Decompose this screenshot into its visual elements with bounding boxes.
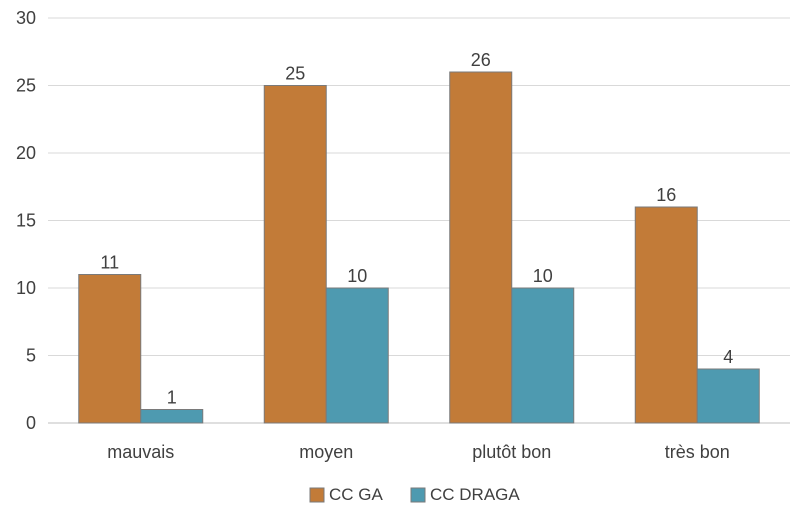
- bar-cc-draga-3: [696, 368, 760, 424]
- data-label: 25: [285, 64, 305, 84]
- bars: [78, 71, 760, 424]
- y-axis-ticks: 0 5 10 15 20 25 30: [16, 8, 36, 433]
- legend-label: CC DRAGA: [430, 485, 520, 504]
- bar-cc-draga-1: [325, 287, 389, 424]
- y-tick-label: 0: [26, 413, 36, 433]
- y-tick-label: 5: [26, 346, 36, 366]
- category-label: moyen: [299, 442, 353, 462]
- data-label: 10: [533, 266, 553, 286]
- y-tick-label: 10: [16, 278, 36, 298]
- y-tick-label: 20: [16, 143, 36, 163]
- data-label: 26: [471, 50, 491, 70]
- y-tick-label: 25: [16, 76, 36, 96]
- legend-label: CC GA: [329, 485, 384, 504]
- bar-cc-ga-1: [263, 85, 327, 424]
- bar-cc-draga-0: [140, 409, 204, 424]
- bar-cc-ga-2: [449, 71, 513, 424]
- data-label: 1: [167, 388, 177, 408]
- data-label: 10: [347, 266, 367, 286]
- legend: CC GA CC DRAGA: [309, 485, 520, 504]
- bar-cc-ga-0: [78, 274, 142, 424]
- data-label: 16: [656, 185, 676, 205]
- y-tick-label: 30: [16, 8, 36, 28]
- data-label: 4: [723, 347, 733, 367]
- data-label: 11: [100, 253, 119, 273]
- x-axis-categories: mauvais moyen plutôt bon très bon: [107, 442, 730, 462]
- bar-cc-ga-3: [634, 206, 698, 424]
- category-label: mauvais: [107, 442, 174, 462]
- y-tick-label: 15: [16, 211, 36, 231]
- legend-swatch: [309, 487, 325, 503]
- category-label: très bon: [665, 442, 730, 462]
- category-label: plutôt bon: [472, 442, 551, 462]
- bar-cc-draga-2: [511, 287, 575, 424]
- legend-swatch: [410, 487, 426, 503]
- gridlines: [48, 17, 790, 424]
